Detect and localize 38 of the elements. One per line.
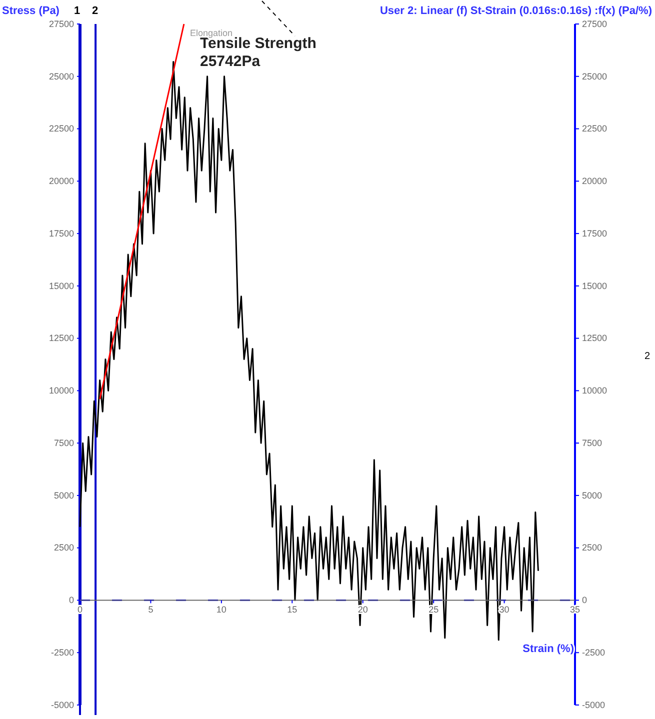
text: 1 bbox=[74, 5, 80, 17]
y2-tick-label: 2500 bbox=[582, 542, 602, 553]
y-tick-label: 7500 bbox=[54, 438, 74, 448]
y2-tick-label: 17500 bbox=[582, 228, 608, 238]
x-tick-label: 10 bbox=[216, 604, 226, 615]
y-tick-label: 20000 bbox=[48, 176, 74, 186]
y-tick-label: 10000 bbox=[48, 386, 74, 396]
x-axis-title: Strain (%) bbox=[522, 643, 574, 655]
y-tick-label: 0 bbox=[68, 595, 74, 606]
y-tick-label: -2500 bbox=[50, 647, 74, 658]
y2-axis-title: User 2: Linear (f) St-Strain (0.016s:0.16s) :f(x) (Pa/%) bbox=[380, 5, 652, 17]
y2-tick-label: 5000 bbox=[582, 490, 602, 500]
y2-tick-label: 27500 bbox=[582, 18, 608, 29]
y2-tick-label: 7500 bbox=[582, 438, 602, 448]
text: 2 bbox=[644, 351, 650, 362]
y2-tick-label: 22500 bbox=[582, 124, 608, 134]
y-tick-label: 22500 bbox=[48, 124, 74, 134]
y2-tick-label: 0 bbox=[582, 595, 588, 606]
y-tick-label: 2500 bbox=[54, 542, 74, 553]
y2-tick-label: 25000 bbox=[582, 71, 608, 82]
y2-tick-label: 20000 bbox=[582, 176, 608, 186]
y2-tick-label: -5000 bbox=[582, 700, 606, 710]
y-tick-label: 27500 bbox=[48, 18, 74, 29]
y2-tick-label: 10000 bbox=[582, 386, 608, 396]
y-tick-label: 17500 bbox=[48, 228, 74, 238]
y2-tick-label: 12500 bbox=[582, 333, 608, 344]
x-tick-label: 5 bbox=[148, 604, 154, 615]
y-axis-title: Stress (Pa) bbox=[2, 5, 60, 17]
y-tick-label: -5000 bbox=[50, 700, 74, 710]
y-tick-label: 15000 bbox=[48, 280, 74, 291]
y2-tick-label: 15000 bbox=[582, 280, 608, 291]
y-tick-label: 25000 bbox=[48, 71, 74, 82]
y-tick-label: 12500 bbox=[48, 333, 74, 344]
x-tick-label: 15 bbox=[287, 604, 298, 615]
y2-tick-label: -2500 bbox=[582, 647, 606, 658]
y-tick-label: 5000 bbox=[54, 490, 74, 500]
text: 2 bbox=[92, 5, 98, 17]
annotation: Elongation bbox=[190, 28, 233, 38]
